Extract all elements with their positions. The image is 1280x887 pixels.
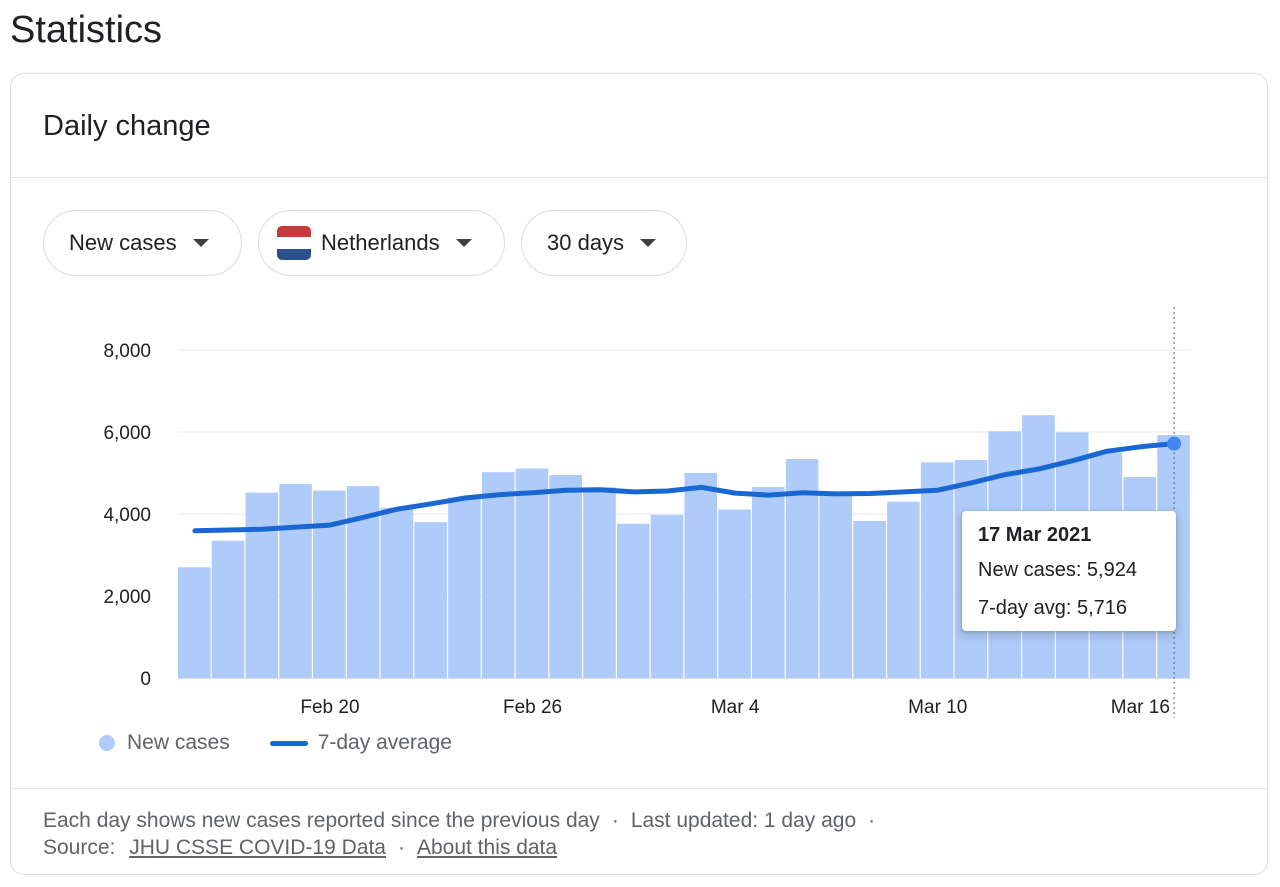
bar-mar-3	[684, 473, 718, 678]
chevron-down-icon	[192, 239, 209, 247]
bar-feb-17	[211, 540, 245, 678]
bar-mar-4	[718, 509, 751, 678]
tooltip-new-cases: New cases: 5,924	[978, 559, 1137, 581]
footer-separator: ·	[868, 809, 876, 832]
about-data-link[interactable]: About this data	[416, 836, 558, 859]
average-line-path	[192, 441, 1177, 534]
tooltip-date: 17 Mar 2021	[978, 524, 1092, 546]
footer-line-1: Each day shows new cases reported since …	[43, 807, 887, 834]
range-dropdown[interactable]: 30 days	[521, 210, 687, 276]
hover-point	[1167, 436, 1182, 451]
bar-mar-7	[819, 494, 853, 678]
bar-mar-10	[920, 462, 954, 678]
average-line	[192, 441, 1177, 534]
legend-average-label: 7-day average	[317, 731, 452, 754]
chart-tooltip: 17 Mar 2021 New cases: 5,924 7-day avg: …	[962, 511, 1176, 631]
range-dropdown-label: 30 days	[547, 230, 625, 255]
y-tick-label: 8,000	[103, 341, 151, 362]
x-tick-label: Mar 4	[711, 697, 760, 718]
legend-average-swatch	[269, 740, 308, 746]
x-tick-label: Feb 26	[503, 697, 562, 718]
legend-new-cases-label: New cases	[127, 731, 230, 754]
bar-feb-26	[515, 468, 549, 678]
bar-mar-9	[887, 501, 920, 678]
bar-feb-16	[178, 567, 211, 678]
chevron-down-icon	[455, 239, 472, 247]
bar-feb-25	[481, 472, 515, 678]
axes: 0 2,000 4,000 6,000 8,000 Feb 20 Feb 26 Mar 4 Ma…	[103, 341, 1191, 718]
bar-feb-20	[313, 490, 346, 678]
bar-feb-22	[380, 507, 414, 678]
tooltip-average: 7-day avg: 5,716	[978, 597, 1127, 619]
bar-mar-2	[650, 514, 684, 678]
page-title: Statistics	[10, 9, 163, 51]
footer-divider	[11, 788, 1267, 789]
footer-line-2: Source: JHU CSSE COVID-19 Data · About thi…	[43, 834, 887, 861]
metric-dropdown[interactable]: New cases	[43, 210, 242, 276]
bar-feb-27	[549, 475, 582, 678]
chart-legend: New cases 7-day average	[99, 731, 452, 755]
card-title: Daily change	[43, 110, 211, 142]
footer-source-label: Source:	[43, 836, 116, 859]
x-tick-label: Mar 16	[1111, 697, 1170, 718]
y-tick-label: 0	[140, 669, 151, 690]
bar-mar-1	[616, 523, 650, 678]
legend-new-cases-swatch	[99, 735, 115, 751]
card-footer: Each day shows new cases reported since …	[43, 807, 887, 861]
metric-dropdown-label: New cases	[69, 230, 177, 255]
source-link[interactable]: JHU CSSE COVID-19 Data	[129, 836, 386, 859]
footer-separator: ·	[397, 836, 405, 859]
footer-separator: ·	[611, 809, 619, 832]
bar-feb-23	[414, 522, 447, 678]
bar-mar-8	[853, 520, 886, 678]
flag-stripe-red	[277, 226, 311, 238]
x-tick-label: Mar 10	[908, 697, 967, 718]
y-tick-label: 4,000	[103, 505, 151, 526]
y-tick-label: 6,000	[103, 423, 151, 444]
bar-feb-28	[583, 487, 616, 678]
bar-mar-5	[752, 486, 785, 678]
card-header: Daily change	[11, 74, 1267, 178]
netherlands-flag-icon	[277, 226, 311, 260]
location-dropdown-label: Netherlands	[321, 230, 440, 255]
flag-stripe-blue	[277, 248, 311, 260]
statistics-card: Daily change New cases Netherlands 30 da…	[10, 73, 1268, 875]
bar-feb-18	[245, 492, 279, 678]
footer-note: Each day shows new cases reported since …	[43, 809, 600, 832]
x-tick-label: Feb 20	[300, 697, 359, 718]
footer-updated: Last updated: 1 day ago	[630, 809, 857, 832]
bar-feb-19	[279, 484, 312, 678]
location-dropdown[interactable]: Netherlands	[258, 210, 505, 276]
chevron-down-icon	[640, 239, 657, 247]
y-tick-label: 2,000	[103, 587, 151, 608]
flag-stripe-white	[277, 237, 311, 249]
bar-feb-24	[448, 497, 481, 678]
